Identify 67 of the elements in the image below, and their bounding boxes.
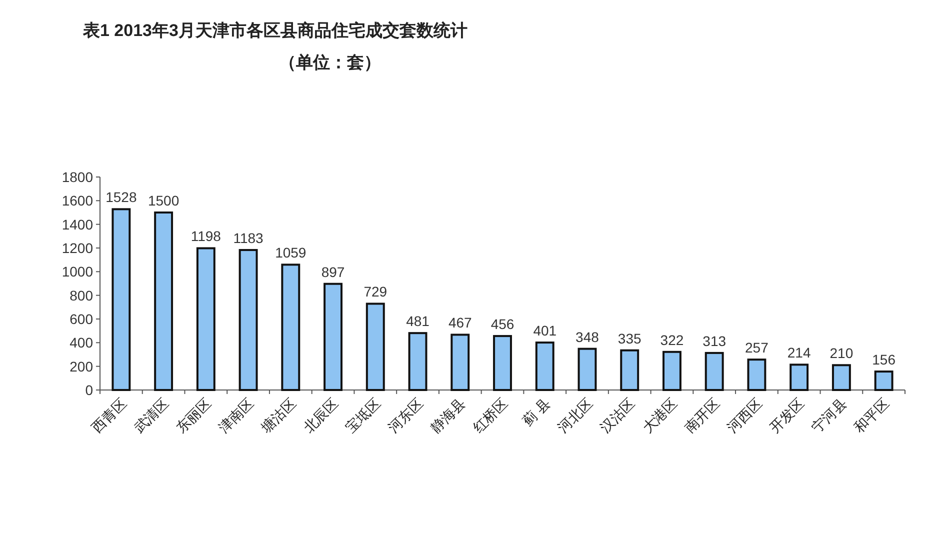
bar bbox=[238, 249, 258, 391]
bar bbox=[832, 364, 851, 391]
data-label: 1528 bbox=[106, 189, 137, 206]
chart-title: 表1 2013年3月天津市各区县商品住宅成交套数统计 bbox=[82, 21, 468, 40]
x-tick-label: 大港区 bbox=[639, 394, 680, 436]
y-tick-label: 1600 bbox=[62, 192, 94, 209]
x-tick-label: 宁河县 bbox=[808, 394, 850, 436]
data-label: 1198 bbox=[190, 228, 222, 244]
bar bbox=[324, 282, 342, 391]
bar bbox=[408, 332, 428, 391]
data-label: 257 bbox=[745, 340, 769, 356]
y-tick-label: 600 bbox=[70, 311, 94, 327]
x-tick-label: 塘沽区 bbox=[257, 394, 299, 437]
bar bbox=[535, 342, 554, 391]
bar bbox=[112, 208, 131, 391]
x-tick-label: 津南区 bbox=[215, 394, 256, 436]
x-tick-label: 开发区 bbox=[766, 394, 808, 436]
bar bbox=[450, 334, 470, 391]
data-label: 1059 bbox=[275, 244, 306, 261]
y-tick-label: 1000 bbox=[62, 264, 94, 280]
bar bbox=[790, 364, 809, 391]
data-label: 322 bbox=[660, 332, 684, 348]
x-tick-label: 武清区 bbox=[130, 394, 172, 436]
bar bbox=[493, 335, 512, 391]
bar bbox=[154, 212, 174, 391]
y-tick-label: 1400 bbox=[62, 216, 94, 232]
bar bbox=[620, 349, 640, 391]
data-label: 1500 bbox=[148, 192, 180, 208]
bar bbox=[196, 247, 216, 391]
data-label: 313 bbox=[702, 332, 726, 349]
bar bbox=[747, 358, 766, 391]
bar bbox=[578, 348, 597, 391]
bar bbox=[366, 302, 385, 391]
x-tick-label: 宝坻区 bbox=[342, 394, 384, 436]
y-tick-label: 200 bbox=[70, 358, 94, 374]
data-label: 897 bbox=[321, 264, 345, 280]
y-tick-label: 1800 bbox=[62, 169, 94, 185]
bar bbox=[662, 350, 682, 391]
chart-subtitle: （单位：套） bbox=[279, 53, 381, 72]
y-tick-label: 400 bbox=[70, 334, 94, 351]
bar bbox=[874, 370, 894, 391]
data-label: 335 bbox=[618, 330, 642, 346]
data-label: 156 bbox=[872, 352, 896, 368]
x-tick-label: 河西区 bbox=[724, 394, 765, 436]
bar bbox=[281, 264, 300, 391]
data-label: 210 bbox=[830, 345, 854, 362]
data-label: 456 bbox=[490, 316, 514, 332]
y-tick-label: 800 bbox=[70, 287, 94, 304]
x-tick-label: 东丽区 bbox=[173, 394, 214, 436]
data-label: 467 bbox=[448, 314, 472, 331]
x-tick-label: 河东区 bbox=[384, 394, 426, 436]
data-label: 729 bbox=[364, 284, 388, 300]
x-tick-label: 蓟 县 bbox=[519, 394, 553, 429]
data-label: 214 bbox=[787, 344, 811, 361]
data-label: 348 bbox=[576, 328, 600, 345]
x-tick-label: 北辰区 bbox=[300, 394, 342, 436]
x-tick-label: 静海县 bbox=[427, 394, 468, 436]
x-tick-label: 南开区 bbox=[681, 394, 722, 436]
x-tick-label: 河北区 bbox=[554, 394, 596, 436]
data-label: 1183 bbox=[233, 230, 264, 246]
data-label: 401 bbox=[533, 322, 557, 339]
x-tick-label: 红桥区 bbox=[470, 394, 511, 436]
data-label: 481 bbox=[406, 313, 430, 330]
bar bbox=[704, 352, 724, 391]
x-tick-label: 汉沽区 bbox=[596, 394, 638, 436]
y-tick-label: 1200 bbox=[62, 240, 94, 256]
x-tick-label: 和平区 bbox=[850, 394, 892, 436]
